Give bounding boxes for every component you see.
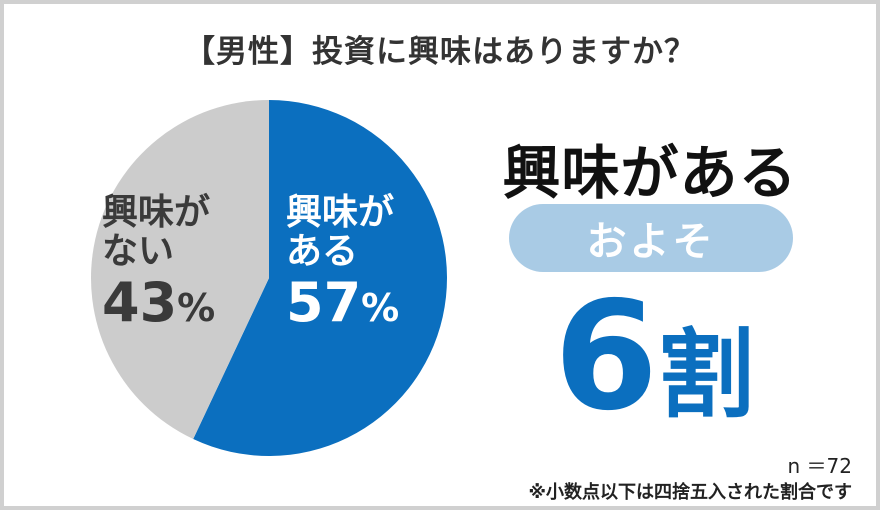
slice-label-no-interest: 興味が ない 43% <box>102 192 216 334</box>
percent-sign: % <box>361 285 400 330</box>
slice-percent-interest-value: 57 <box>286 270 362 334</box>
slice-label-interest-line1: 興味が <box>286 192 395 233</box>
summary-unit: 割 <box>658 319 755 431</box>
chart-title: 【男性】投資に興味はありますか？ <box>184 34 696 70</box>
slice-percent-interest: 57% <box>286 270 400 334</box>
pie-chart <box>91 100 447 456</box>
slice-label-no-interest-line1: 興味が <box>102 192 211 233</box>
pie-slice-no-interest <box>91 100 269 440</box>
summary-value: 6割 <box>524 282 784 432</box>
approx-label: およそ <box>586 219 716 265</box>
pie-slice-interest <box>193 100 447 456</box>
summary-headline: 興味がある <box>502 139 798 207</box>
slice-label-interest: 興味が ある 57% <box>286 192 400 334</box>
percent-sign: % <box>177 285 216 330</box>
summary-number: 6 <box>553 270 659 444</box>
footnote: ※小数点以下は四捨五入された割合です <box>528 482 853 503</box>
slice-percent-no-interest: 43% <box>102 270 216 334</box>
slice-label-no-interest-line2: ない <box>102 230 175 272</box>
sample-size: n ＝72 <box>787 454 852 478</box>
slice-label-interest-line2: ある <box>286 230 359 272</box>
slice-percent-no-interest-value: 43 <box>102 270 178 334</box>
approx-badge: およそ <box>509 204 793 272</box>
